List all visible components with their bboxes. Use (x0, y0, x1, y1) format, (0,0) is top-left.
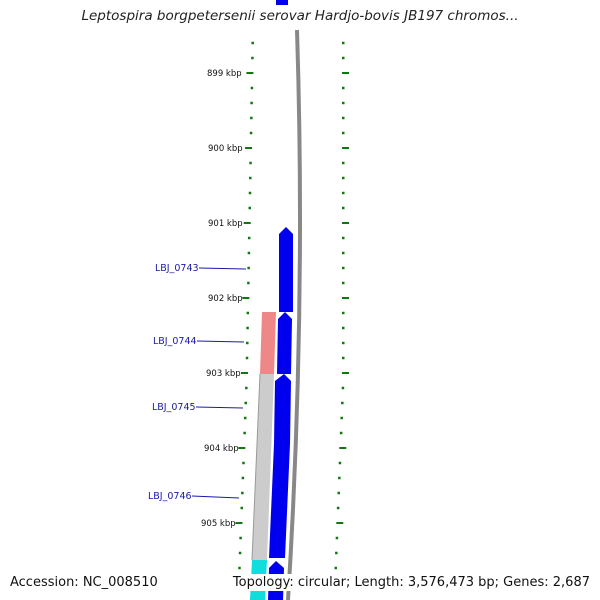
map-title: Leptospira borgpetersenii serovar Hardjo… (81, 8, 519, 24)
accession-label: Accession: NC_008510 (8, 574, 160, 591)
feature-gray-track (252, 374, 274, 560)
leader-LBJ_0744 (196, 340, 245, 343)
tick-label-900: 900 kbp (208, 144, 243, 154)
genome-summary: Topology: circular; Length: 3,576,473 bp… (230, 574, 592, 591)
leader-LBJ_0746 (191, 495, 240, 499)
feature-pink-block (260, 312, 276, 374)
cds-LBJ_0743[interactable] (279, 227, 293, 312)
gene-label-LBJ_0744[interactable]: LBJ_0744 (153, 336, 197, 347)
outer-tick-ring (333, 41, 349, 585)
cds-LBJ_0746[interactable] (269, 444, 290, 558)
tick-label-904: 904 kbp (204, 444, 239, 454)
tick-label-903: 903 kbp (206, 369, 241, 379)
gene-label-LBJ_0743[interactable]: LBJ_0743 (155, 263, 199, 274)
tick-label-899: 899 kbp (207, 69, 242, 79)
inner-tick-ring (235, 41, 254, 585)
leader-LBJ_0743 (198, 267, 247, 270)
leader-LBJ_0745 (195, 406, 244, 409)
tick-label-901: 901 kbp (208, 219, 243, 229)
gene-label-LBJ_0746[interactable]: LBJ_0746 (148, 491, 192, 502)
cds-top-fragment (276, 0, 288, 5)
cds-LBJ_0744[interactable] (277, 312, 292, 374)
backbone-arc (286, 29, 302, 600)
tick-label-905: 905 kbp (201, 519, 236, 529)
gene-label-LBJ_0745[interactable]: LBJ_0745 (152, 402, 196, 413)
feature-gray-edge (251, 373, 261, 561)
tick-label-902: 902 kbp (208, 294, 243, 304)
cds-LBJ_0745[interactable] (274, 374, 291, 444)
